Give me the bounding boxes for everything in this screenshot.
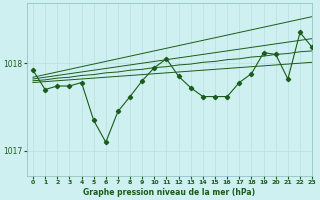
X-axis label: Graphe pression niveau de la mer (hPa): Graphe pression niveau de la mer (hPa) — [84, 188, 256, 197]
